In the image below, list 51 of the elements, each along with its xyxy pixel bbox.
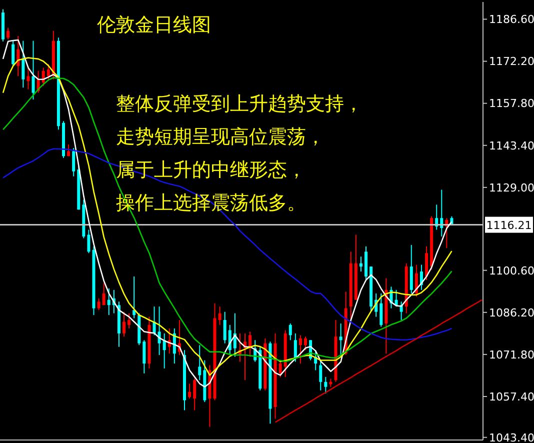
candlestick [22,40,25,88]
candlestick [46,64,50,80]
candlestick [324,376,328,394]
candlestick [198,344,202,381]
candlestick [6,27,10,40]
candlestick [87,229,90,254]
candlestick [107,288,110,316]
ref-line-label: 1116.21 [486,218,532,232]
candlestick [72,148,76,177]
candlestick [288,322,292,341]
candlestick [339,322,342,358]
text: 伦敦金日线图 [97,13,211,38]
candlestick [410,244,413,294]
y-tick-label: 1086.20 [489,306,534,320]
candlestick [304,336,308,351]
candlestick [359,256,362,272]
y-tick-label: 1043.40 [489,431,534,443]
y-tick-label: 1071.80 [489,348,534,362]
y-tick-label: 1157.80 [489,97,534,110]
candlestick [158,306,161,356]
candlestick [248,331,252,358]
candlestick [12,40,15,66]
annotation: 整体反弹受到上升趋势支持， [116,92,363,117]
y-tick-label: 1100.60 [489,264,534,278]
y-tick-label: 1129.00 [489,181,534,194]
candlestick [26,65,30,90]
line-series [274,299,483,423]
candlestick [188,383,192,400]
candlestick [132,276,136,319]
candlestick [319,361,322,391]
candlestick [97,298,100,311]
candlestick [122,311,126,338]
candlestick [193,378,196,411]
candlestick [128,312,131,329]
y-tick-label: 1057.40 [489,390,534,404]
y-tick-label: 1186.60 [489,13,534,26]
candlestick [32,40,35,100]
line-series [2,148,452,340]
candlestick [102,282,106,306]
annotation: 走势短期呈现高位震荡， [116,125,325,150]
y-tick-label: 1143.40 [489,139,534,152]
candlestick [223,311,226,344]
y-tick-label: 1172.20 [489,55,534,68]
candlestick [278,359,282,378]
candlestick [142,340,146,374]
candlestick [380,292,383,328]
candlestick [425,246,428,280]
candlestick [298,334,302,364]
candlestick [414,264,418,298]
candlestick [294,332,297,362]
candlestick [218,306,222,326]
